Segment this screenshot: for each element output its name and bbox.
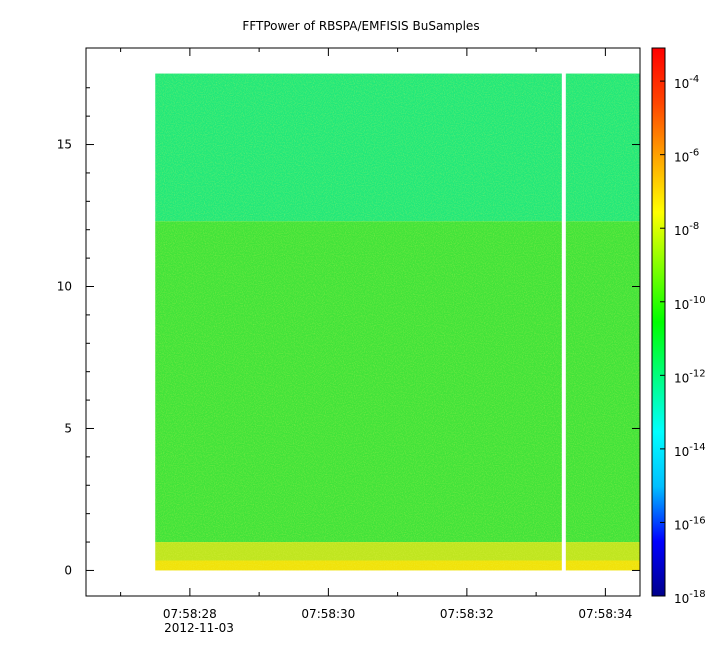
colorbar-tick-label: 10-8: [674, 221, 699, 238]
y-tick-label: 5: [64, 421, 72, 435]
colorbar-tick-label: 10-4: [674, 74, 699, 91]
colorbar-tick-label: 10-6: [674, 148, 699, 165]
colorbar-tick-label: 10-12: [674, 368, 706, 385]
x-tick-label: 07:58:34: [578, 607, 632, 621]
spectrogram-texture: [155, 73, 640, 571]
y-tick-label: 15: [57, 138, 72, 152]
y-tick-label: 0: [64, 563, 72, 577]
colorbar-tick-label: 10-14: [674, 442, 706, 459]
colorbar-tick-label: 10-18: [674, 589, 706, 606]
colorbar-tick-label: 10-16: [674, 515, 706, 532]
x-tick-label: 07:58:28: [163, 607, 217, 621]
colorbar: 10-18 10-16 10-14 10-12 10-10 10-8 10-6 10-4: [651, 47, 706, 606]
x-tick-label: 07:58:32: [440, 607, 494, 621]
y-tick-label: 10: [57, 280, 72, 294]
x-tick-label: 07:58:30: [301, 607, 355, 621]
chart-title: FFTPower of RBSPA/EMFISIS BuSamples: [242, 19, 479, 33]
colorbar-tick-label: 10-10: [674, 295, 706, 312]
x-axis: 07:58:28 07:58:30 07:58:32 07:58:34: [120, 48, 632, 621]
data-gap: [561, 72, 566, 572]
spectrogram-image: [155, 72, 640, 572]
colorbar-gradient: [651, 47, 666, 597]
x-date-label: 2012-11-03: [164, 621, 234, 635]
y-axis: 0 5 10 15: [57, 87, 640, 577]
